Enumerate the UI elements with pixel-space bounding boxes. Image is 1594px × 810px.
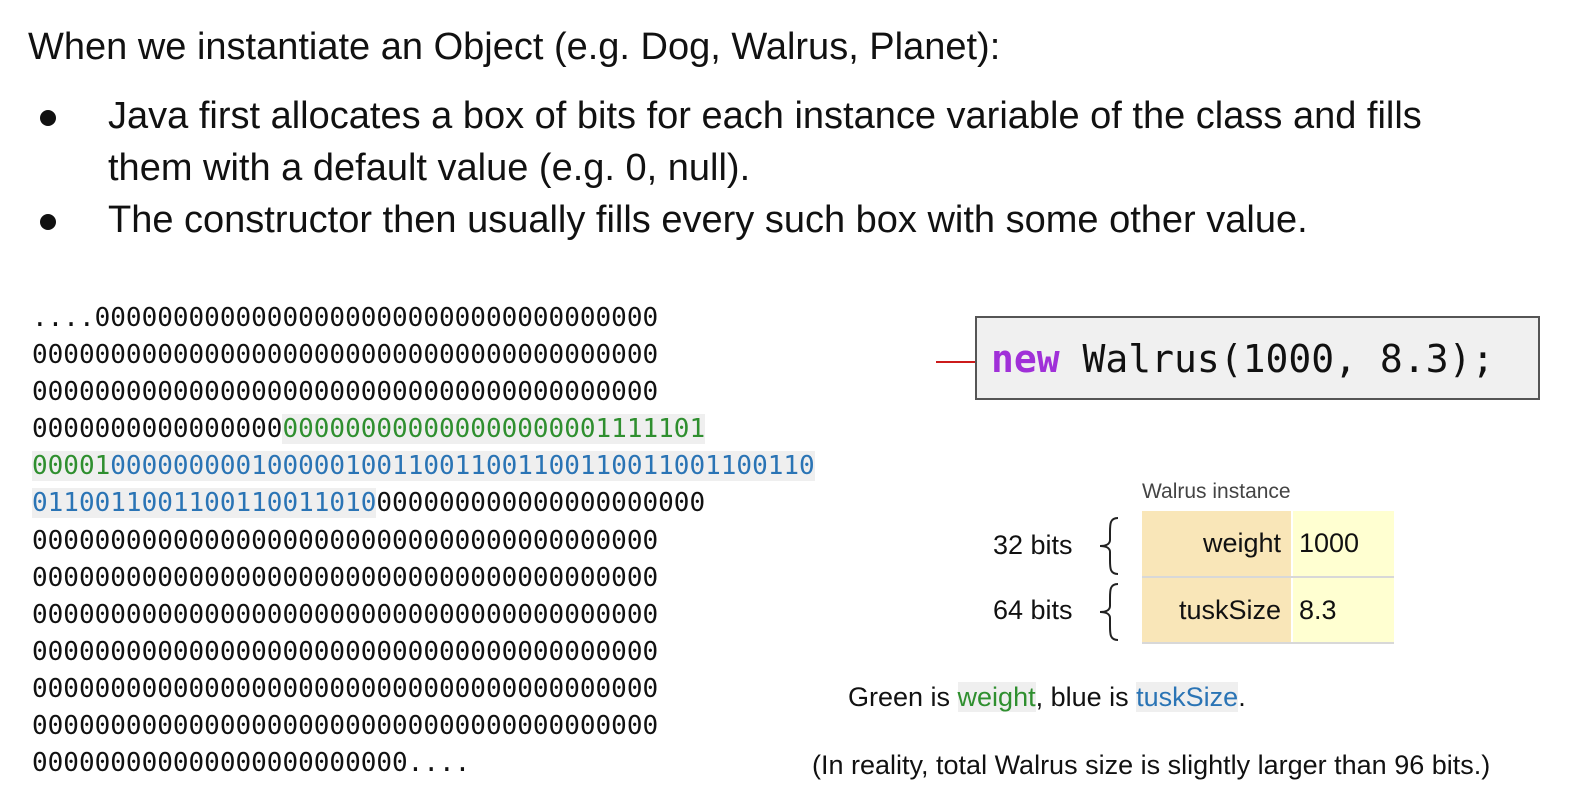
- brace-icon: [1099, 583, 1119, 641]
- bit-row: 0000000000000000000000000000000000000000: [32, 523, 815, 560]
- bit-row: 0000000000000000000000000000000000000000: [32, 708, 815, 745]
- bit-row: 0000000000000000000000000000000000000000: [32, 337, 815, 374]
- bullet-text: The constructor then usually fills every…: [108, 199, 1308, 241]
- field-row-weight: weight 1000: [1142, 511, 1394, 578]
- color-legend: Green is weight, blue is tuskSize.: [848, 682, 1246, 713]
- code-constructor-call: Walrus(1000, 8.3);: [1059, 337, 1495, 381]
- bit-row: ....000000000000000000000000000000000000: [32, 300, 815, 337]
- bits-default: 0000000000000000000000000000000000000000: [32, 711, 659, 742]
- bits-default: 0000000000000000000000000000000000000000: [32, 377, 659, 408]
- bit-row: 0000100000000010000010011001100110011001…: [32, 448, 815, 485]
- bit-row: 0000000000000000000000000000000000000000: [32, 374, 815, 411]
- field-row-tusksize: tuskSize 8.3: [1142, 577, 1394, 644]
- heading: When we instantiate an Object (e.g. Dog,…: [28, 26, 1001, 68]
- instance-title: Walrus instance: [1142, 480, 1291, 503]
- legend-tusksize: tuskSize: [1136, 682, 1239, 712]
- bullet-item-allocate: Java first allocates a box of bits for e…: [40, 90, 1508, 194]
- bullet-text: Java first allocates a box of bits for e…: [108, 95, 1422, 189]
- legend-text: Green is: [848, 682, 958, 712]
- bullet-dot-icon: [40, 214, 56, 230]
- memory-bits: ....000000000000000000000000000000000000…: [32, 300, 815, 782]
- field-value: 1000: [1292, 511, 1394, 578]
- bits-tusksize: 0110011001100110011010: [32, 488, 377, 519]
- bits-label-weight: 32 bits: [993, 530, 1073, 560]
- bits-weight: 000000000000000000001111101: [282, 414, 706, 445]
- bullet-list: Java first allocates a box of bits for e…: [40, 90, 1508, 246]
- bit-row: 0110011001100110011010000000000000000000…: [32, 485, 815, 522]
- bits-default: 0000000000000000000000000000000000000000: [32, 562, 659, 593]
- bits-default: 0000000000000000000000000000000000000000: [32, 636, 659, 667]
- bit-row: 0000000000000000000000000000000000000000: [32, 634, 815, 671]
- bullet-dot-icon: [40, 110, 56, 126]
- bits-default: 000000000000000000000000....: [32, 748, 471, 779]
- code-line: new Walrus(1000, 8.3);: [991, 334, 1494, 384]
- bit-row: 0000000000000000000000000000000000000000: [32, 671, 815, 708]
- field-name: tuskSize: [1142, 577, 1293, 644]
- bit-row: 0000000000000000000000000000000000001111…: [32, 411, 815, 448]
- bits-default: 0000000000000000000000000000000000000000: [32, 599, 659, 630]
- bits-weight: 00001: [32, 451, 111, 482]
- bullet-item-constructor: The constructor then usually fills every…: [40, 194, 1508, 246]
- brace-icon: [1099, 517, 1119, 575]
- legend-text: , blue is: [1035, 682, 1137, 712]
- bits-default: 0000000000000000000000000000000000000000: [32, 673, 659, 704]
- bits-default: ....000000000000000000000000000000000000: [32, 303, 659, 333]
- bits-label-tusksize: 64 bits: [993, 595, 1073, 625]
- code-keyword-new: new: [991, 337, 1060, 381]
- bits-default: 000000000000000000000: [376, 488, 706, 519]
- bit-row: 000000000000000000000000....: [32, 745, 815, 782]
- legend-text: .: [1238, 682, 1246, 712]
- bits-tusksize: 0000000001000001001100110011001100110011…: [110, 451, 815, 482]
- legend-weight: weight: [957, 682, 1036, 712]
- code-box: new Walrus(1000, 8.3);: [975, 316, 1540, 400]
- walrus-instance-table: weight 1000 tuskSize 8.3: [1142, 511, 1394, 644]
- bit-row: 0000000000000000000000000000000000000000: [32, 560, 815, 597]
- bits-default: 0000000000000000: [32, 414, 283, 445]
- field-name: weight: [1142, 511, 1293, 578]
- bit-row: 0000000000000000000000000000000000000000: [32, 597, 815, 634]
- field-value: 8.3: [1292, 577, 1394, 644]
- bits-default: 0000000000000000000000000000000000000000: [32, 340, 659, 371]
- size-note: (In reality, total Walrus size is slight…: [812, 750, 1491, 780]
- bits-default: 0000000000000000000000000000000000000000: [32, 525, 659, 556]
